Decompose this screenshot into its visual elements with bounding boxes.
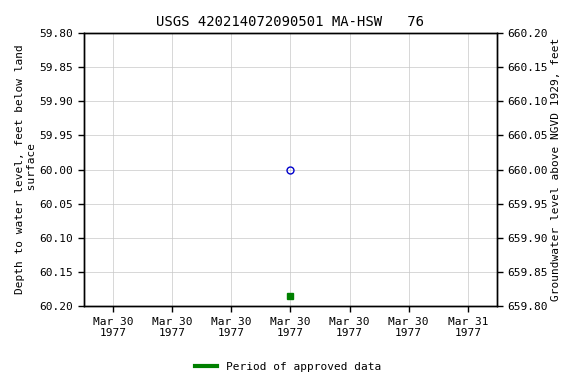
Legend: Period of approved data: Period of approved data — [191, 358, 385, 377]
Y-axis label: Groundwater level above NGVD 1929, feet: Groundwater level above NGVD 1929, feet — [551, 38, 561, 301]
Title: USGS 420214072090501 MA-HSW   76: USGS 420214072090501 MA-HSW 76 — [157, 15, 425, 29]
Y-axis label: Depth to water level, feet below land
 surface: Depth to water level, feet below land su… — [15, 45, 37, 295]
